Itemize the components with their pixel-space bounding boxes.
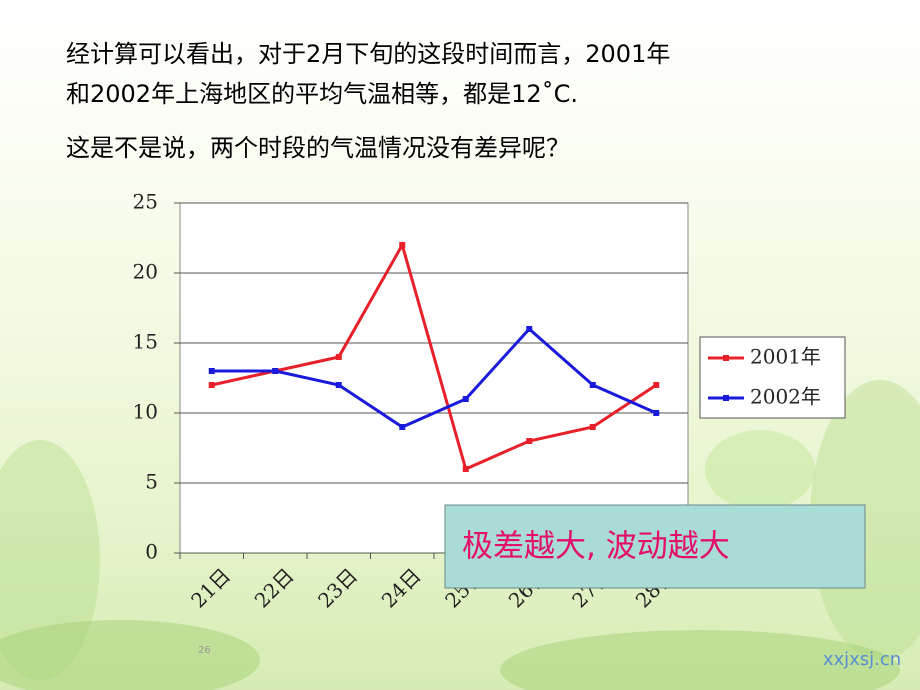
y-tick-label: 25 <box>133 190 158 214</box>
point <box>653 382 660 388</box>
point <box>526 326 533 332</box>
page-number: 26 <box>198 645 211 656</box>
watermark: xxjxsj.cn <box>823 649 901 670</box>
y-tick-label: 10 <box>133 400 158 424</box>
callout-box <box>444 504 866 589</box>
point <box>589 424 596 430</box>
legend-label: 2001年 <box>750 345 821 369</box>
point <box>589 382 596 388</box>
y-tick-label: 20 <box>133 260 158 284</box>
text-line: 经计算可以看出，对于2月下旬的这段时间而言，2001年 <box>66 40 671 68</box>
x-tick-label: 24日 <box>377 563 426 612</box>
legend-box <box>699 336 846 419</box>
point <box>462 466 469 472</box>
point <box>335 354 342 360</box>
legend-marker <box>723 355 729 361</box>
point <box>272 368 279 374</box>
text-line: 这是不是说，两个时段的气温情况没有差异呢？ <box>66 134 570 162</box>
point <box>208 382 215 388</box>
legend-label: 2002年 <box>750 385 821 409</box>
point <box>653 410 660 416</box>
point <box>399 242 406 248</box>
callout-text: 极差越大, 波动越大 <box>462 529 730 565</box>
y-tick-label: 0 <box>145 540 158 564</box>
series-line <box>211 241 658 472</box>
series-line <box>211 326 657 429</box>
legend-marker <box>723 395 729 401</box>
text-line: 和2002年上海地区的平均气温相等，都是12˚C. <box>66 80 579 108</box>
plot-area <box>179 202 689 554</box>
point <box>526 438 533 444</box>
point <box>208 368 215 374</box>
point <box>399 424 406 430</box>
x-tick-label: 21日 <box>186 563 235 612</box>
point <box>462 396 469 402</box>
point <box>335 382 342 388</box>
y-tick-label: 5 <box>145 470 158 494</box>
x-tick-label: 22日 <box>250 563 299 612</box>
y-tick-label: 15 <box>133 330 158 354</box>
x-tick-label: 23日 <box>313 563 362 612</box>
